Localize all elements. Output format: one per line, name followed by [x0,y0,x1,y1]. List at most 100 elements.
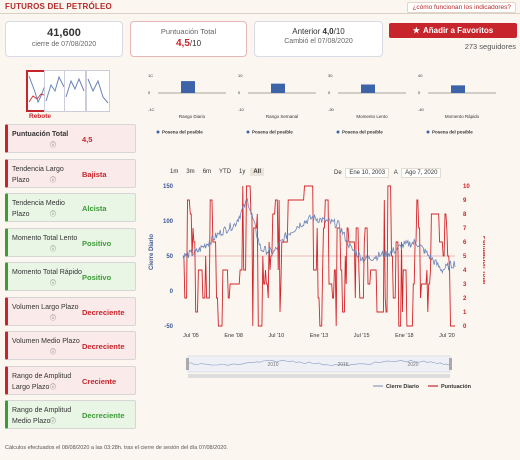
mini-chart-0: 1C 0 -1C Rango Diario Posena del posible [148,73,226,135]
to-date-input[interactable]: Ago 7, 2020 [401,168,442,178]
indicator-3[interactable]: Momento Total Lento ⓘ Positivo [5,227,136,257]
navigator-scrollbar[interactable] [188,374,450,378]
range-button-ytd[interactable]: YTD [219,169,232,175]
indicator-value: Decreciente [82,307,125,317]
indicator-4[interactable]: Momento Total Rápido ⓘ Positivo [5,262,136,291]
range-button-1y[interactable]: 1y [239,169,246,175]
score-label: Puntuación Total [160,27,217,36]
indicator-0[interactable]: Puntuación Total ⓘ 4,5 [5,124,136,153]
y-right-tick: 1 [463,310,467,316]
pattern-rise-icon [45,75,65,102]
mini-bar [271,83,285,93]
x-tick: Ene '08 [224,333,242,339]
x-tick: Jul '05 [183,333,199,339]
navigator-label: 2020 [407,362,418,368]
y-right-tick: 6 [463,240,467,246]
mini-chart-name: Momento Lento [356,114,388,119]
mini-chart-2: 30 0 -30 Momento Lento Posena del posible [328,73,406,135]
y-right-tick: 8 [463,212,467,218]
x-tick: Jul '10 [268,333,284,339]
mini-chart-1: 10 0 -10 Rango Semanal Posena del posible [238,73,316,135]
mini-chart-name: Rango Semanal [266,114,298,119]
indicator-label: Momento Total Rápido [12,269,82,276]
pattern-rebote-icon [28,75,48,104]
pattern-thumb-2[interactable] [44,70,66,112]
score-denom: /10 [189,39,202,48]
mini-tick-bottom: -1C [148,107,155,112]
indicator-label: Momento Total Lento [12,234,78,242]
previous-label: Anterior [292,27,321,36]
navigator-series [188,359,451,367]
range-button-3m[interactable]: 3m [186,169,195,175]
navigator-handle-left[interactable] [186,358,189,370]
page-title: FUTUROS DEL PETRÓLEO [5,2,112,11]
info-icon[interactable]: ⓘ [50,281,57,287]
range-button-all[interactable]: All [250,168,265,176]
info-icon[interactable]: ⓘ [50,246,57,253]
range-selector: 1m 3m 6m YTD 1y All [165,168,265,176]
indicator-value: Decreciente [82,411,125,420]
range-button-1m[interactable]: 1m [170,169,179,175]
mini-tick-mid: 0 [238,90,241,95]
mini-legend: Posena del posible [252,130,293,135]
mini-tick-mid: 0 [328,90,331,95]
info-icon[interactable]: ⓘ [50,212,57,218]
indicator-label: Rango de Amplitud Largo Plazo [12,372,72,391]
indicator-5[interactable]: Volumen Largo Plazo ⓘ Decreciente [5,296,136,326]
previous-value: 4,0 [322,27,334,36]
mini-legend: Posena del posible [162,130,203,135]
mini-tick-top: 30 [328,73,333,78]
x-tick: Jul '20 [439,333,455,339]
legend-dot [426,130,430,134]
y-left-tick: 150 [163,184,174,190]
y-right-tick: 4 [463,268,467,274]
pattern-peak-icon [65,77,85,98]
indicator-1[interactable]: Tendencia Largo Plazo ⓘ Bajista [5,158,136,188]
indicators-help-link[interactable]: ¿cómo funcionan los indicadores? [407,2,516,13]
info-icon[interactable]: ⓘ [50,419,57,425]
mini-chart-name: Momento Rápido [445,114,480,119]
info-icon[interactable]: ⓘ [50,350,57,356]
info-icon[interactable]: ⓘ [50,315,57,322]
x-tick: Jul '15 [354,333,370,339]
range-button-6m[interactable]: 6m [202,169,212,175]
info-icon[interactable]: ⓘ [50,143,57,149]
y-right-tick: 3 [463,282,467,288]
mini-bar [181,81,195,93]
x-tick: Ene '13 [310,333,328,339]
price-series [182,197,456,274]
legend-price: Cierre Diario [386,384,420,390]
indicator-6[interactable]: Volumen Medio Plazo ⓘ Decreciente [5,331,136,360]
y-right-tick: 9 [463,198,467,204]
info-icon[interactable]: ⓘ [50,177,57,184]
add-favorites-label: Añadir a Favoritos [422,26,494,35]
y-left-label: Cierre Diario [149,234,155,270]
indicator-7[interactable]: Rango de Amplitud Largo Plazo ⓘ Creciente [5,365,136,395]
legend-dot [156,130,160,134]
info-icon[interactable]: ⓘ [50,384,57,391]
indicator-value: Decreciente [82,342,125,351]
x-tick: Ene '18 [395,333,413,339]
mini-chart-3: 40 0 -40 Momento Rápido Posena del posible [418,73,496,135]
indicator-label: Tendencia Medio Plazo [12,200,65,218]
mini-bar [451,85,465,93]
mini-chart-name: Rango Diario [179,114,206,119]
navigator-handle-right[interactable] [449,358,452,370]
price-card: 41,600 cierre de 07/08/2020 [5,21,123,57]
from-date-input[interactable]: Ene 10, 2003 [345,168,390,178]
mini-tick-mid: 0 [418,90,421,95]
mini-tick-top: 10 [238,73,243,78]
add-favorites-button[interactable]: ★ Añadir a Favoritos [389,23,517,38]
mini-bar [361,84,375,93]
legend-dot [336,130,340,134]
previous-change-date: Cambió el 07/08/2020 [284,38,353,45]
indicator-8[interactable]: Rango de Amplitud Medio Plazo ⓘ Decrecien… [5,400,136,429]
pattern-thumb-3[interactable] [64,70,86,112]
y-right-tick: 5 [463,254,467,260]
pattern-thumb-4[interactable] [86,70,110,112]
indicator-value: Positivo [82,273,112,282]
pattern-label: Rebote [29,113,52,120]
indicator-label: Rango de Amplitud Medio Plazo [12,407,72,425]
indicator-2[interactable]: Tendencia Medio Plazo ⓘ Alcista [5,193,136,222]
